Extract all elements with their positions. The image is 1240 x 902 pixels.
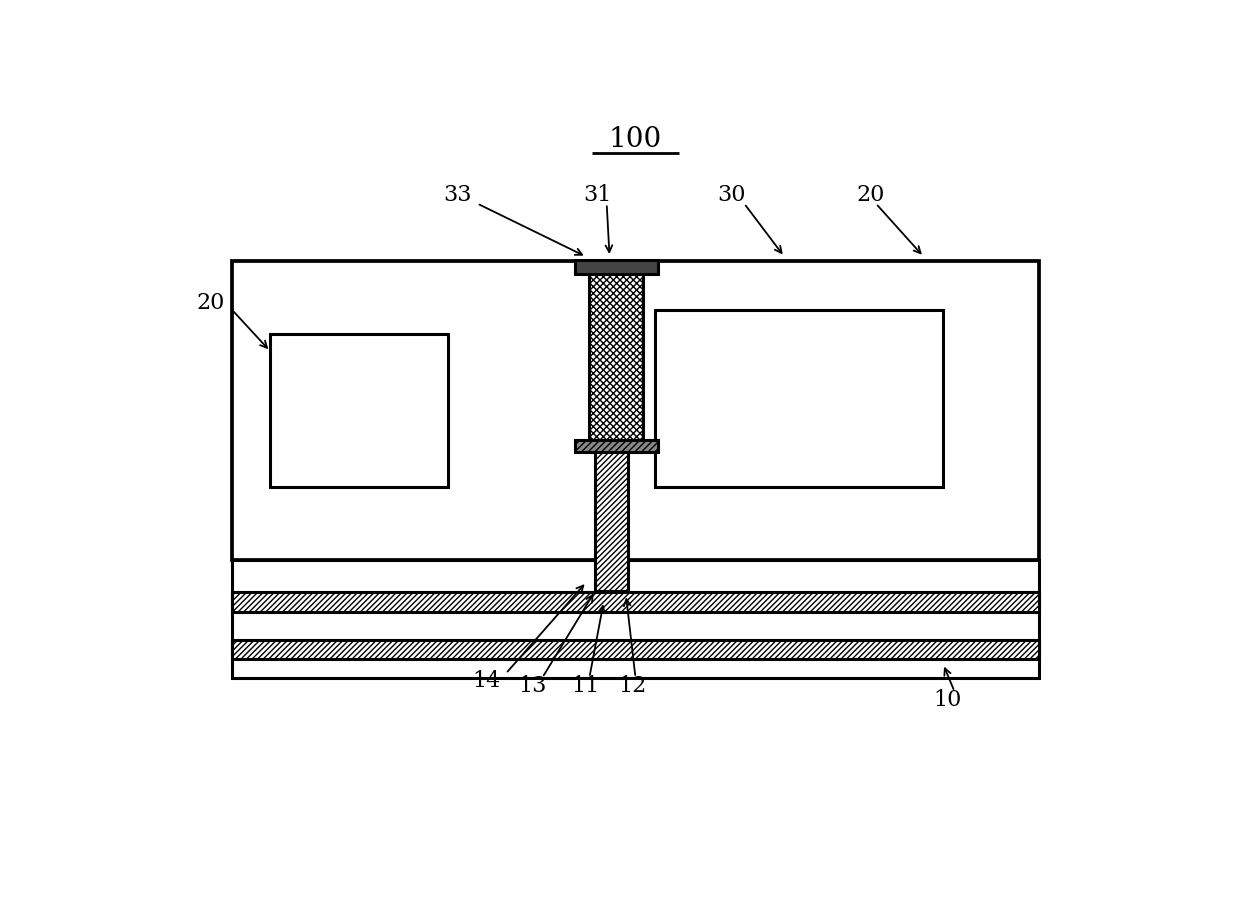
- Text: 13: 13: [518, 675, 547, 697]
- Bar: [232, 593, 1039, 612]
- Text: 12: 12: [619, 675, 647, 697]
- Bar: [595, 448, 627, 591]
- Text: 31: 31: [583, 184, 611, 206]
- Bar: [232, 559, 1039, 677]
- Text: 33: 33: [444, 184, 472, 206]
- Bar: [575, 260, 657, 273]
- Text: 20: 20: [197, 291, 224, 314]
- Text: 11: 11: [572, 675, 600, 697]
- Text: 10: 10: [934, 689, 962, 711]
- Text: 100: 100: [609, 126, 662, 153]
- Text: 14: 14: [472, 670, 501, 692]
- Bar: [270, 334, 448, 487]
- Bar: [575, 439, 657, 452]
- Bar: [232, 640, 1039, 659]
- Bar: [589, 261, 644, 452]
- Bar: [655, 309, 944, 487]
- Text: 30: 30: [718, 184, 745, 206]
- Text: 20: 20: [857, 184, 885, 206]
- Bar: [232, 261, 1039, 559]
